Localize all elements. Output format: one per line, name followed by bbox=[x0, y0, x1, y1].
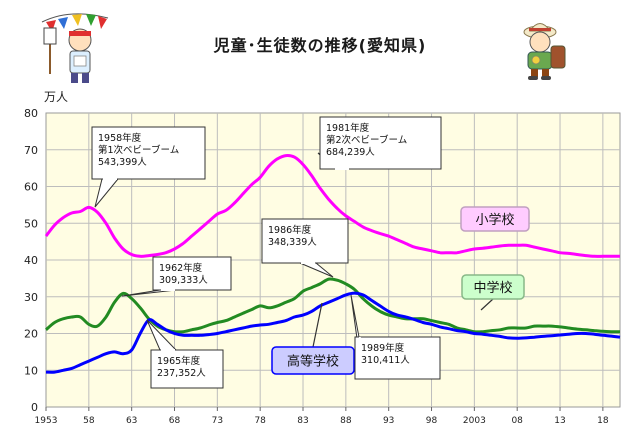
series-line-high-school bbox=[45, 291, 621, 374]
callout-box bbox=[152, 256, 232, 291]
y-tick-label: 10 bbox=[24, 364, 38, 377]
callout-text: 310,411人 bbox=[361, 355, 410, 366]
callout-box bbox=[354, 336, 441, 380]
x-tick-label: 58 bbox=[83, 416, 95, 426]
y-axis-label: 万人 bbox=[44, 90, 68, 104]
series-line-elementary-school bbox=[44, 153, 620, 258]
callout-box bbox=[319, 116, 442, 170]
x-tick-label: 08 bbox=[511, 416, 523, 426]
x-tick-label: 68 bbox=[169, 416, 181, 426]
series-label-pointer bbox=[480, 298, 494, 311]
callout-text: 1986年度 bbox=[268, 224, 312, 236]
x-tick-label: 2003 bbox=[463, 416, 486, 426]
callout-text: 1962年度 bbox=[159, 262, 203, 274]
callout-text: 684,239人 bbox=[326, 147, 375, 158]
x-tick-label: 88 bbox=[340, 416, 352, 426]
series-label-box-high-school bbox=[271, 346, 355, 375]
series-label-junior-high-school: 中学校 bbox=[473, 280, 512, 296]
x-tick-label: 78 bbox=[254, 416, 266, 426]
y-tick-label: 0 bbox=[31, 401, 38, 414]
series-label-pointer bbox=[312, 302, 323, 348]
y-tick-label: 30 bbox=[24, 291, 38, 304]
series-label-high-school: 高等学校 bbox=[287, 354, 339, 370]
x-tick-label: 63 bbox=[126, 416, 137, 426]
callout-text: 237,352人 bbox=[157, 368, 206, 379]
callout-text: 1965年度 bbox=[157, 355, 201, 367]
x-tick-label: 98 bbox=[426, 416, 438, 426]
x-tick-label: 73 bbox=[212, 416, 223, 426]
y-tick-label: 70 bbox=[24, 144, 38, 157]
series-label-box-junior-high-school bbox=[461, 274, 525, 300]
callout-text: 1958年度 bbox=[98, 132, 142, 144]
callout-text: 第1次ベビーブーム bbox=[98, 144, 179, 156]
series-label-box-elementary-school bbox=[460, 206, 530, 232]
callout-text: 348,339人 bbox=[268, 237, 317, 248]
x-tick-label: 93 bbox=[383, 416, 394, 426]
callout-box bbox=[150, 349, 224, 389]
x-tick-label: 1953 bbox=[35, 416, 58, 426]
boy-with-flags-illustration bbox=[41, 13, 109, 83]
y-tick-label: 40 bbox=[24, 254, 38, 267]
x-tick-label: 13 bbox=[554, 416, 565, 426]
x-tick-label: 18 bbox=[597, 416, 609, 426]
child-with-backpack-illustration bbox=[523, 23, 566, 80]
callout-text: 309,333人 bbox=[159, 275, 208, 286]
y-tick-label: 80 bbox=[24, 107, 38, 120]
x-tick-label: 83 bbox=[297, 416, 308, 426]
callout-text: 第2次ベビーブーム bbox=[326, 134, 407, 146]
series-label-elementary-school: 小学校 bbox=[475, 212, 514, 228]
y-tick-label: 50 bbox=[24, 217, 38, 230]
y-tick-label: 60 bbox=[24, 181, 38, 194]
callout-box bbox=[91, 126, 206, 180]
callout-text: 543,399人 bbox=[98, 157, 147, 168]
callout-box bbox=[261, 218, 349, 264]
callout-seam bbox=[357, 336, 361, 354]
y-tick-label: 20 bbox=[24, 328, 38, 341]
callout-text: 1989年度 bbox=[361, 342, 405, 354]
series-line-junior-high-school bbox=[45, 277, 620, 334]
callout-text: 1981年度 bbox=[326, 122, 370, 134]
chart-title: 児童･生徒数の推移(愛知県) bbox=[213, 36, 427, 55]
